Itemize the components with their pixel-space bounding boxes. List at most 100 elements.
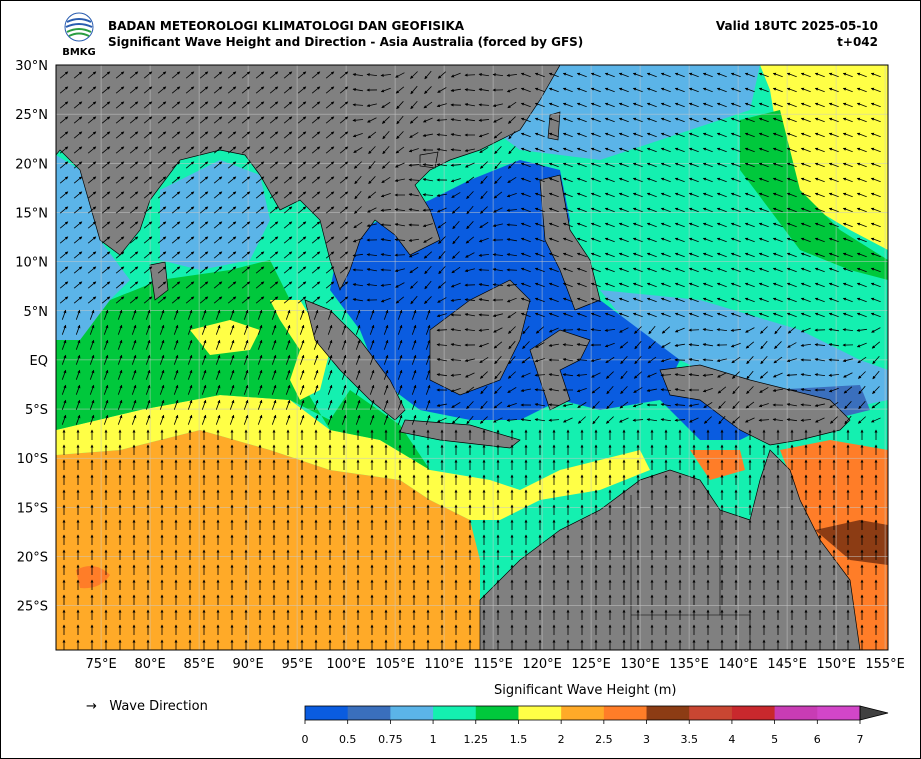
lat-label: 25°S [17, 600, 48, 615]
colorbar-tick-label: 3.5 [680, 733, 698, 746]
wave-arrow [744, 102, 755, 108]
wave-arrow [604, 162, 615, 168]
wave-arrow [520, 192, 531, 198]
wave-arrow [618, 102, 629, 108]
wave-arrow [424, 70, 432, 80]
wave-arrow [311, 71, 321, 79]
colorbar-segment [347, 706, 391, 720]
wave-arrow [466, 191, 474, 200]
wave-arrow [241, 191, 251, 199]
wave-direction-arrows [59, 70, 881, 650]
wave-arrow [730, 132, 741, 138]
lat-label: 10°S [17, 452, 48, 467]
wave-arrow [325, 161, 335, 169]
wave-arrow [507, 101, 517, 109]
wave-arrow [297, 146, 307, 154]
wave-arrow [325, 116, 335, 124]
lat-label: 5°S [25, 403, 48, 418]
wave-arrow [814, 117, 825, 123]
wave-arrow [157, 131, 167, 139]
wave-arrow [716, 117, 727, 123]
lat-label: 15°S [17, 501, 48, 516]
arrow-legend: → Wave Direction [86, 699, 208, 714]
wave-arrow [562, 162, 573, 168]
wave-arrow [437, 87, 447, 93]
yellow-zone-south [56, 395, 650, 520]
wave-arrow [325, 146, 335, 154]
wave-arrow [297, 71, 307, 79]
wave-arrow [213, 71, 223, 79]
wave-arrow [786, 147, 797, 153]
wave-arrow [354, 175, 362, 185]
wave-arrow [744, 117, 755, 123]
wave-arrow [73, 176, 83, 184]
wave-arrow [115, 161, 125, 169]
yellow-zone-northeast [760, 65, 888, 250]
wave-arrow [87, 86, 97, 94]
wave-arrow [382, 130, 390, 140]
wave-arrow [618, 177, 629, 183]
wave-arrow [632, 72, 643, 78]
wave-arrow [646, 147, 657, 153]
wave-arrow [744, 177, 755, 183]
wave-arrow [632, 162, 643, 168]
lon-label: 125°E [571, 657, 611, 672]
wave-arrow [101, 176, 111, 184]
wave-arrow [255, 146, 265, 154]
wave-arrow [380, 268, 392, 272]
land-sri-lanka [149, 261, 169, 301]
wave-arrow [716, 177, 727, 183]
wave-arrow [409, 132, 419, 138]
wave-arrow [702, 177, 713, 183]
orange-spot-indian [76, 566, 110, 589]
wave-arrow [115, 86, 125, 94]
wave-arrow [492, 103, 503, 108]
wave-arrow [297, 86, 307, 94]
wave-arrow [772, 117, 783, 123]
wave-arrow [143, 101, 153, 109]
wave-arrow [632, 102, 643, 108]
wave-arrow [199, 131, 209, 139]
wave-arrow [702, 72, 713, 78]
wave-arrow [185, 176, 195, 184]
wave-arrow [283, 161, 293, 169]
wave-arrow [367, 191, 377, 199]
wave-arrow [87, 161, 97, 169]
wave-arrow [479, 161, 488, 169]
wave-arrow [534, 102, 545, 108]
wave-arrow [115, 146, 125, 154]
wave-arrow [632, 87, 643, 93]
lon-label: 120°E [522, 657, 562, 672]
lon-label: 140°E [718, 657, 758, 672]
wave-arrow [311, 191, 321, 199]
logo-text: BMKG [62, 47, 96, 58]
wave-arrow [395, 72, 405, 78]
wave-arrow [171, 71, 181, 79]
wave-arrow [227, 131, 237, 139]
wave-arrow [520, 147, 531, 153]
wave-arrow [646, 102, 657, 108]
wave-arrow [394, 178, 405, 183]
wave-arrow [604, 192, 615, 198]
wave-arrow [101, 86, 111, 94]
wave-arrow [381, 161, 390, 169]
wave-arrow [604, 72, 615, 78]
wave-arrow [674, 177, 685, 183]
wave-arrow [800, 147, 811, 153]
wave-arrow [716, 72, 727, 78]
wave-arrow [408, 163, 420, 167]
colorbar-tick-label: 0.75 [378, 733, 403, 746]
wave-arrow [730, 87, 741, 93]
wave-arrow [241, 71, 251, 79]
wave-arrow [339, 131, 349, 139]
wave-arrow [213, 146, 223, 154]
wave-arrow [157, 101, 167, 109]
wave-arrow [870, 177, 881, 183]
wave-arrow [674, 117, 685, 123]
wave-arrow [436, 118, 448, 122]
colorbar-segment [390, 706, 434, 720]
wave-arrow [129, 176, 139, 184]
wave-arrow [283, 146, 293, 154]
wave-arrow [856, 117, 867, 123]
wave-arrow [856, 87, 867, 93]
